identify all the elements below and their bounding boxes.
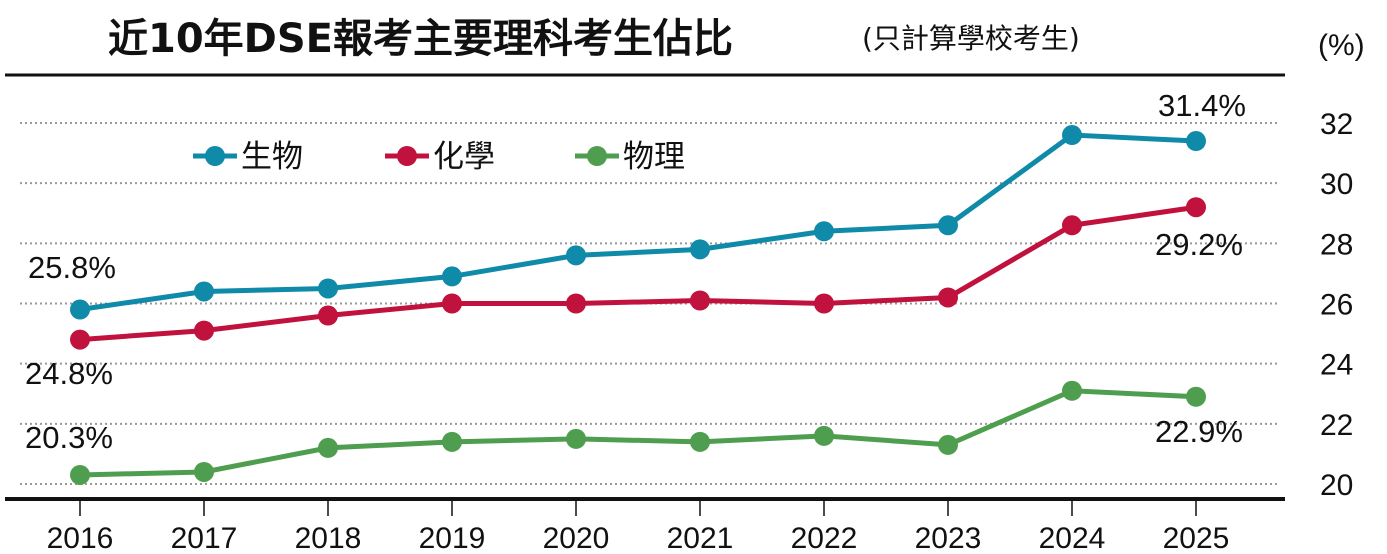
y-axis-ticks: 20 22 24 26 28 30 32 [1320, 108, 1353, 502]
y-tick-label: 20 [1320, 469, 1353, 502]
y-tick-label: 24 [1320, 349, 1353, 382]
data-point [1186, 131, 1206, 152]
data-point [194, 461, 214, 482]
x-tick-label: 2022 [791, 522, 858, 554]
legend-item: 化學 [385, 139, 495, 175]
y-tick-label: 22 [1320, 409, 1353, 442]
legend-label: 生物 [241, 139, 303, 175]
y-tick-label: 30 [1320, 168, 1353, 201]
data-point [70, 464, 90, 485]
series-1 [70, 197, 1206, 350]
x-tick-label: 2020 [543, 522, 610, 554]
data-point [442, 431, 462, 452]
x-tick-label: 2023 [915, 522, 982, 554]
x-tick-label: 2017 [171, 522, 238, 554]
data-point [70, 329, 90, 350]
data-point [690, 239, 710, 260]
data-point [566, 428, 586, 449]
data-point [1186, 386, 1206, 407]
label-phys-2016: 20.3% [25, 420, 113, 455]
data-point [318, 437, 338, 458]
data-point [442, 293, 462, 314]
y-tick-label: 32 [1320, 108, 1353, 141]
data-point [318, 305, 338, 326]
chart-title: 近10年DSE報考主要理科考生佔比 [108, 16, 733, 62]
x-tick-label: 2019 [419, 522, 486, 554]
legend-marker [587, 146, 607, 166]
legend-marker [205, 146, 225, 166]
x-tick-label: 2018 [295, 522, 362, 554]
series-2 [70, 380, 1206, 485]
data-point [1186, 197, 1206, 218]
label-phys-2025: 22.9% [1155, 414, 1243, 449]
legend-item: 物理 [575, 139, 685, 175]
data-point [566, 245, 586, 266]
data-point [318, 278, 338, 299]
data-point [1062, 380, 1082, 401]
x-tick-label: 2025 [1163, 522, 1230, 554]
x-tick-label: 2016 [47, 522, 114, 554]
legend-item: 生物 [193, 139, 303, 175]
series-0 [70, 125, 1206, 320]
data-point [690, 431, 710, 452]
chart-subtitle: (只計算學校考生) [862, 22, 1080, 55]
data-point [814, 293, 834, 314]
y-axis-unit: (%) [1318, 29, 1365, 62]
x-tick-label: 2021 [667, 522, 734, 554]
data-point [70, 299, 90, 320]
data-point [442, 266, 462, 287]
data-point [194, 281, 214, 302]
y-tick-label: 26 [1320, 289, 1353, 322]
label-bio-2016: 25.8% [28, 250, 116, 285]
data-point [1062, 215, 1082, 236]
legend-marker [397, 146, 417, 166]
label-chem-2016: 24.8% [25, 356, 113, 391]
legend-label: 物理 [623, 139, 685, 175]
data-point [1062, 125, 1082, 146]
label-chem-2025: 29.2% [1155, 227, 1243, 262]
series-group [70, 125, 1206, 485]
data-point [814, 221, 834, 242]
legend: 生物 化學 物理 [193, 139, 685, 175]
data-labels: 25.8% 24.8% 20.3% 31.4% 29.2% 22.9% [25, 88, 1246, 455]
legend-label: 化學 [433, 139, 495, 175]
data-point [194, 320, 214, 341]
data-point [566, 293, 586, 314]
data-point [938, 215, 958, 236]
series-line [79, 388, 1197, 478]
data-point [938, 287, 958, 308]
x-axis-ticks: 2016 2017 2018 2019 2020 2021 2022 2023 2024 2025 [47, 501, 1230, 554]
y-tick-label: 28 [1320, 228, 1353, 261]
series-line [79, 204, 1197, 343]
label-bio-2025: 31.4% [1158, 88, 1246, 123]
data-point [814, 425, 834, 446]
data-point [690, 290, 710, 311]
series-line [79, 132, 1197, 312]
data-point [938, 434, 958, 455]
x-tick-label: 2024 [1039, 522, 1106, 554]
